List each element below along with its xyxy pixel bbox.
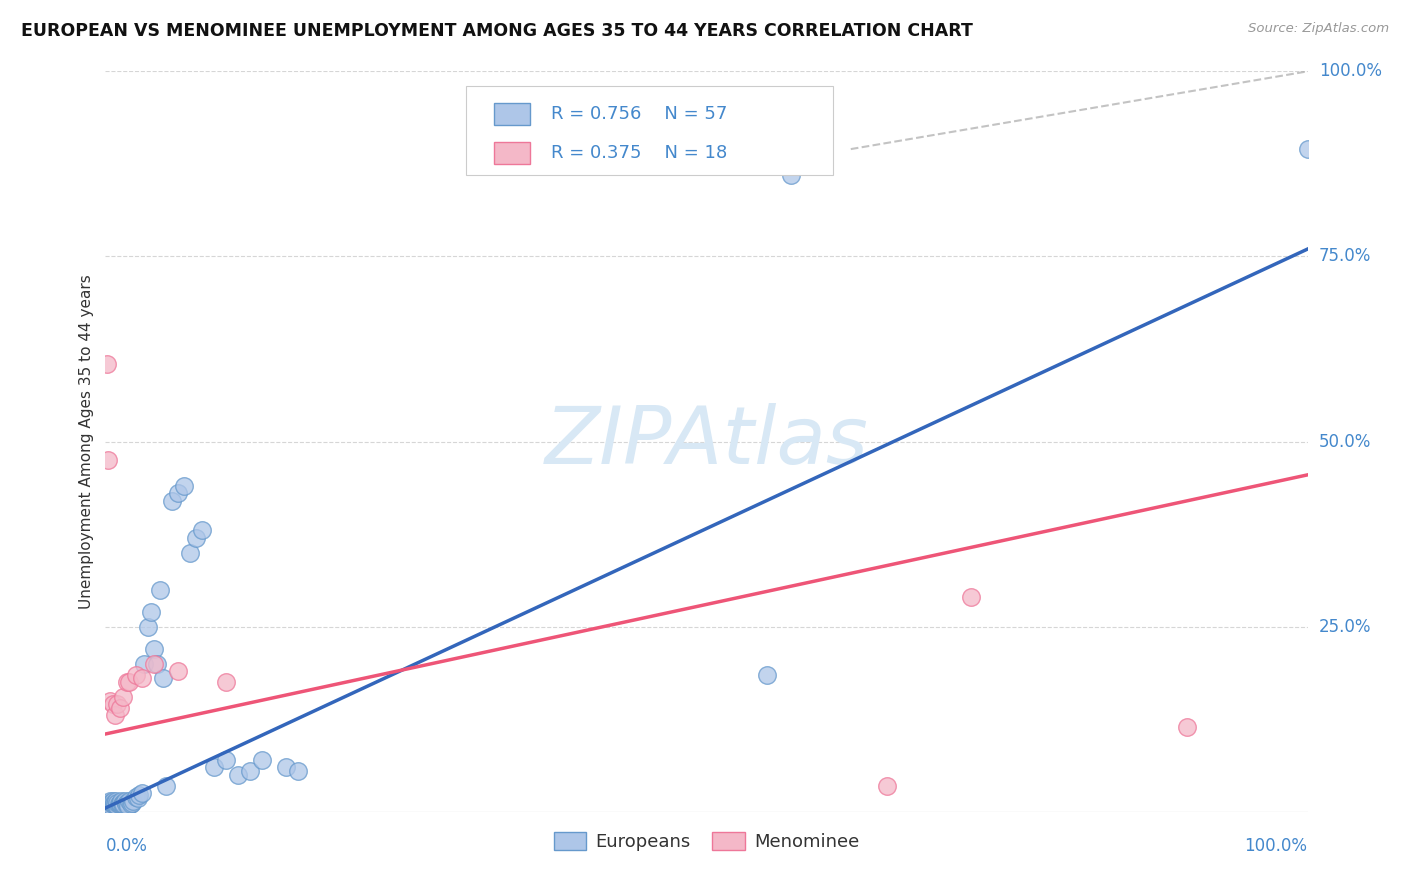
Text: 25.0%: 25.0% <box>1319 617 1371 636</box>
Point <box>179 546 201 560</box>
Point <box>214 753 236 767</box>
Point <box>107 798 129 813</box>
Text: 50.0%: 50.0% <box>1319 433 1371 450</box>
Point <box>226 767 249 781</box>
Point <box>876 779 898 793</box>
Point <box>139 605 162 619</box>
Point <box>100 798 122 813</box>
Point <box>202 760 225 774</box>
Point <box>190 524 212 538</box>
Point <box>112 797 135 812</box>
Point <box>146 657 169 671</box>
Point <box>131 672 153 686</box>
Point <box>274 760 297 774</box>
Point <box>111 797 134 812</box>
Point <box>100 796 122 810</box>
Point <box>112 690 135 704</box>
Point <box>960 590 983 604</box>
Point <box>101 794 124 808</box>
Point <box>112 796 135 810</box>
Point <box>122 794 145 808</box>
Point <box>128 789 150 803</box>
Point <box>108 701 131 715</box>
Point <box>239 764 262 778</box>
Text: 75.0%: 75.0% <box>1319 247 1371 266</box>
Point <box>103 796 125 810</box>
FancyBboxPatch shape <box>494 103 530 126</box>
Point <box>97 796 120 810</box>
Point <box>1296 142 1319 156</box>
Point <box>160 493 183 508</box>
Point <box>127 791 149 805</box>
Point <box>108 797 131 812</box>
Point <box>107 698 129 712</box>
Point <box>184 531 207 545</box>
Point <box>107 796 129 810</box>
Text: 100.0%: 100.0% <box>1244 837 1308 855</box>
Point <box>166 664 188 678</box>
Point <box>142 641 165 656</box>
Point <box>121 796 143 810</box>
Text: R = 0.375    N = 18: R = 0.375 N = 18 <box>551 145 728 162</box>
Point <box>107 797 129 812</box>
Point <box>115 675 138 690</box>
Point <box>148 582 170 597</box>
Point <box>118 794 141 808</box>
Point <box>101 797 124 812</box>
Point <box>108 796 131 810</box>
Point <box>115 796 138 810</box>
Point <box>131 786 153 800</box>
Point <box>755 667 778 681</box>
Text: 100.0%: 100.0% <box>1319 62 1382 80</box>
Point <box>173 479 195 493</box>
Point <box>105 794 128 808</box>
Point <box>142 657 165 671</box>
Legend: Europeans, Menominee: Europeans, Menominee <box>547 824 866 858</box>
Point <box>1175 720 1198 734</box>
Point <box>132 657 155 671</box>
Point <box>96 797 118 812</box>
Point <box>97 453 120 467</box>
Text: 0.0%: 0.0% <box>105 837 148 855</box>
Text: R = 0.756    N = 57: R = 0.756 N = 57 <box>551 105 728 123</box>
Point <box>136 619 159 633</box>
Point <box>152 672 174 686</box>
Point <box>98 694 121 708</box>
Point <box>779 168 801 182</box>
Point <box>214 675 236 690</box>
Point <box>98 794 121 808</box>
Point <box>124 789 146 804</box>
Point <box>118 675 141 690</box>
Point <box>101 698 124 712</box>
Point <box>103 797 125 812</box>
Point <box>104 708 127 723</box>
Y-axis label: Unemployment Among Ages 35 to 44 years: Unemployment Among Ages 35 to 44 years <box>79 274 94 609</box>
FancyBboxPatch shape <box>465 87 832 175</box>
FancyBboxPatch shape <box>494 143 530 164</box>
Text: Source: ZipAtlas.com: Source: ZipAtlas.com <box>1249 22 1389 36</box>
Point <box>96 357 118 371</box>
Point <box>110 794 132 808</box>
Point <box>98 797 121 812</box>
Point <box>120 797 142 812</box>
Point <box>166 486 188 500</box>
Point <box>104 797 127 812</box>
Point <box>250 753 273 767</box>
Text: ZIPAtlas: ZIPAtlas <box>544 402 869 481</box>
Point <box>115 797 138 812</box>
Point <box>114 794 136 808</box>
Point <box>117 798 139 813</box>
Point <box>155 779 177 793</box>
Point <box>124 667 146 681</box>
Text: EUROPEAN VS MENOMINEE UNEMPLOYMENT AMONG AGES 35 TO 44 YEARS CORRELATION CHART: EUROPEAN VS MENOMINEE UNEMPLOYMENT AMONG… <box>21 22 973 40</box>
Point <box>287 764 309 778</box>
